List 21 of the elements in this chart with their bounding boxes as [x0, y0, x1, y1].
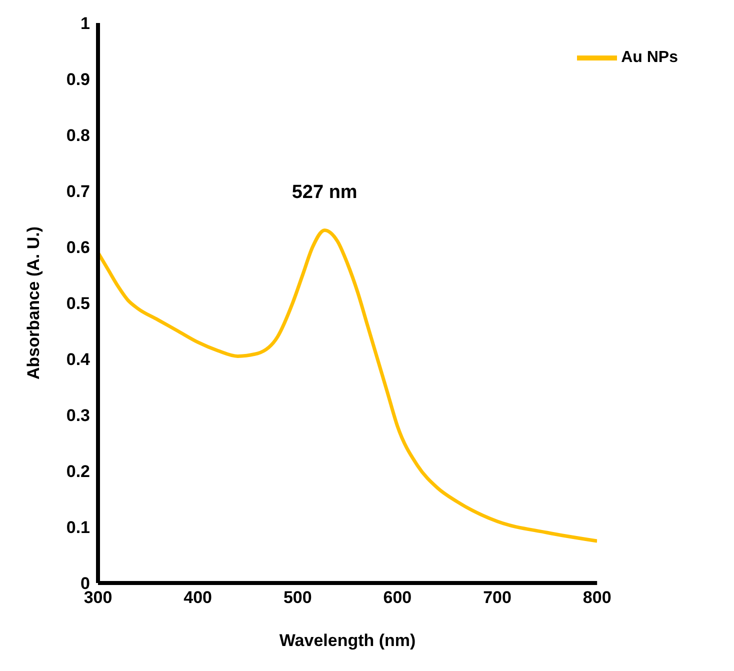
y-tick-label: 0.3	[66, 406, 90, 426]
y-tick-label: 0.2	[66, 462, 90, 482]
x-tick-label: 600	[383, 588, 412, 608]
y-tick-label: 0.4	[66, 350, 91, 370]
annotation: 527 nm	[292, 182, 358, 204]
y-tick-label: 0.1	[66, 518, 90, 538]
y-axis-title: Absorbance (A. U.)	[24, 226, 44, 380]
y-tick-label: 0.6	[66, 238, 90, 258]
y-tick-label: 0.8	[66, 126, 90, 146]
legend-label: Au NPs	[621, 49, 678, 66]
x-tick-label: 500	[283, 588, 312, 608]
line-series	[98, 228, 598, 543]
y-tick-label: 0.7	[66, 182, 90, 202]
y-tick-label: 0.5	[66, 294, 90, 314]
x-tick-label: 300	[84, 588, 112, 608]
y-tick-label: 0.9	[66, 70, 90, 90]
x-tick-label: 700	[483, 588, 512, 608]
x-tick-label: 400	[184, 588, 212, 608]
x-tick-label: 800	[582, 588, 612, 608]
y-tick-label: 1	[80, 14, 90, 34]
x-axis-title: Wavelength (nm)	[279, 631, 416, 650]
